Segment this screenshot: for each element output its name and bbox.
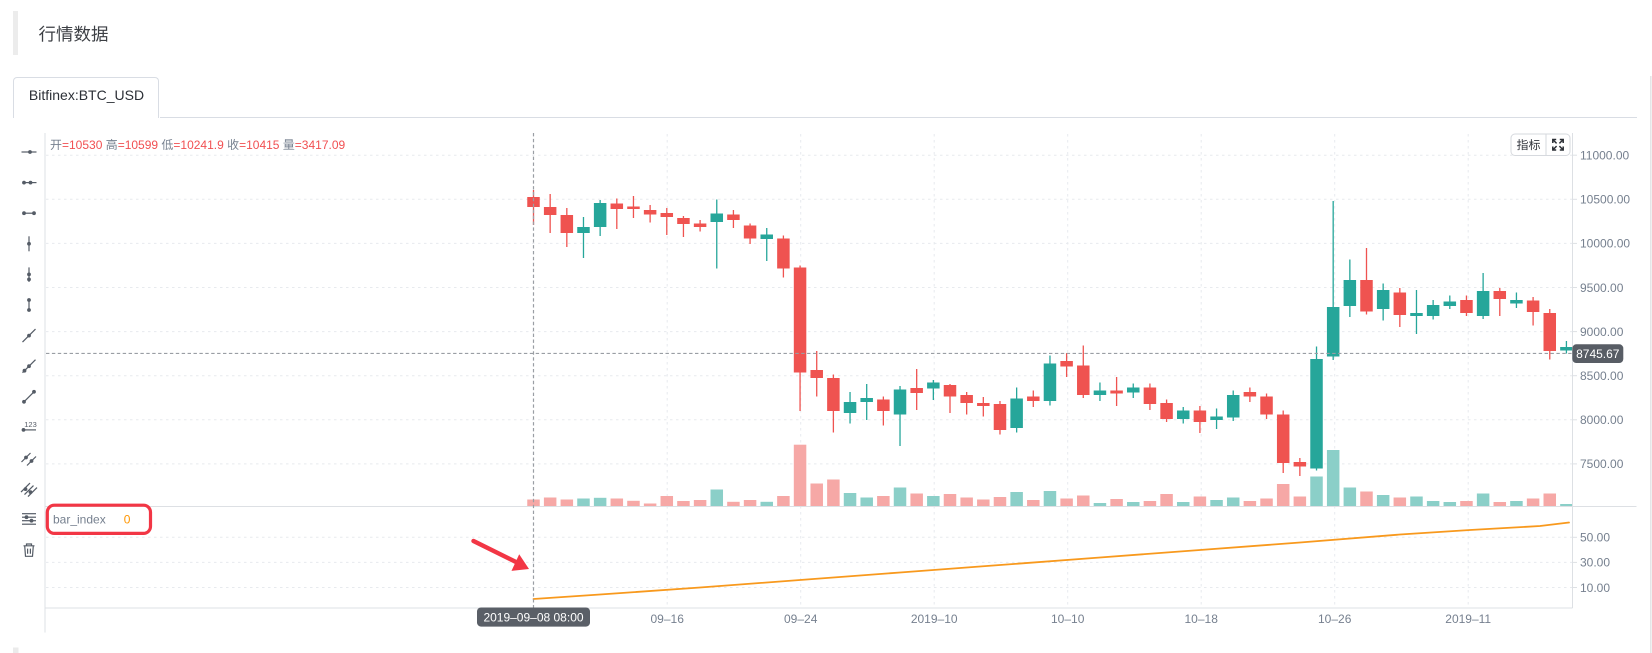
svg-text:8745.67: 8745.67 [1576, 347, 1620, 361]
svg-text:9000.00: 9000.00 [1580, 325, 1624, 339]
svg-text:30.00: 30.00 [1580, 556, 1610, 570]
svg-text:2019–09–08 08:00: 2019–09–08 08:00 [483, 610, 583, 624]
svg-text:50.00: 50.00 [1580, 531, 1610, 545]
svg-text:9500.00: 9500.00 [1580, 281, 1624, 295]
svg-text:bar_index: bar_index [53, 513, 106, 527]
svg-text:123: 123 [24, 420, 37, 429]
svg-text:Bitfinex:BTC_USD: Bitfinex:BTC_USD [29, 87, 144, 103]
svg-text:09–16: 09–16 [651, 612, 685, 626]
svg-text:=10599: =10599 [118, 138, 159, 152]
svg-text:10–18: 10–18 [1185, 612, 1219, 626]
svg-text:10000.00: 10000.00 [1580, 237, 1630, 251]
svg-text:10500.00: 10500.00 [1580, 193, 1630, 207]
svg-text:8000.00: 8000.00 [1580, 413, 1624, 427]
svg-text:2019–11: 2019–11 [1445, 612, 1491, 626]
svg-text:10–10: 10–10 [1051, 612, 1085, 626]
svg-text:0: 0 [124, 513, 131, 527]
svg-text:09–24: 09–24 [784, 612, 818, 626]
svg-text:10–26: 10–26 [1318, 612, 1352, 626]
svg-text:=10241.9: =10241.9 [173, 138, 224, 152]
svg-text:10.00: 10.00 [1580, 581, 1610, 595]
svg-text:11000.00: 11000.00 [1580, 149, 1629, 163]
svg-text:=3417.09: =3417.09 [295, 138, 346, 152]
svg-text:7500.00: 7500.00 [1580, 457, 1624, 471]
svg-text:2019–10: 2019–10 [911, 612, 958, 626]
svg-text:=10530: =10530 [62, 138, 103, 152]
svg-text:8500.00: 8500.00 [1580, 369, 1624, 383]
svg-text:=10415: =10415 [239, 138, 280, 152]
